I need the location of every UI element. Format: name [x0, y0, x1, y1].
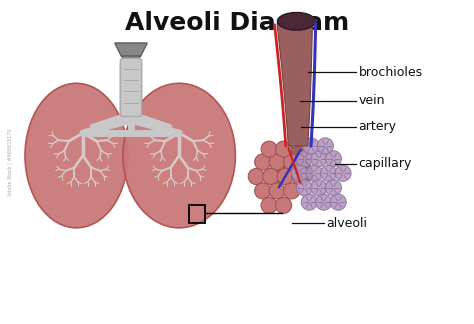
Ellipse shape — [123, 83, 236, 228]
Circle shape — [306, 165, 322, 181]
Text: alveoli: alveoli — [326, 216, 367, 229]
Circle shape — [275, 141, 292, 157]
Circle shape — [255, 183, 271, 199]
Circle shape — [261, 141, 277, 157]
Circle shape — [325, 151, 341, 167]
Polygon shape — [115, 43, 147, 56]
Circle shape — [320, 165, 337, 181]
Polygon shape — [265, 142, 298, 187]
Circle shape — [335, 165, 351, 181]
Polygon shape — [121, 56, 141, 64]
Text: capillary: capillary — [358, 157, 412, 170]
Circle shape — [325, 180, 341, 196]
Circle shape — [317, 138, 333, 154]
Ellipse shape — [277, 12, 315, 30]
FancyBboxPatch shape — [120, 58, 142, 116]
Circle shape — [296, 151, 312, 167]
Bar — [189, 205, 205, 223]
Circle shape — [301, 194, 317, 210]
Circle shape — [283, 154, 300, 170]
FancyBboxPatch shape — [120, 62, 142, 116]
Circle shape — [275, 197, 292, 214]
Circle shape — [255, 154, 271, 170]
Text: brochioles: brochioles — [358, 65, 422, 78]
Circle shape — [316, 194, 332, 210]
Circle shape — [303, 138, 319, 154]
Text: vein: vein — [358, 95, 385, 108]
Polygon shape — [290, 144, 313, 183]
Circle shape — [248, 168, 264, 184]
Polygon shape — [277, 23, 312, 146]
Circle shape — [311, 180, 327, 196]
Circle shape — [296, 180, 312, 196]
Circle shape — [292, 168, 308, 184]
Polygon shape — [121, 56, 141, 64]
Circle shape — [283, 183, 300, 199]
Polygon shape — [115, 43, 147, 56]
Circle shape — [261, 197, 277, 214]
Circle shape — [330, 194, 346, 210]
Circle shape — [269, 183, 285, 199]
Circle shape — [311, 151, 327, 167]
Circle shape — [263, 168, 279, 184]
Text: Adobe Stock | #466825170: Adobe Stock | #466825170 — [7, 128, 13, 196]
Circle shape — [277, 168, 293, 184]
Ellipse shape — [25, 83, 128, 228]
Circle shape — [269, 154, 285, 170]
Text: Alveoli Diagram: Alveoli Diagram — [125, 11, 349, 35]
Text: artery: artery — [358, 120, 396, 133]
Circle shape — [292, 165, 308, 181]
